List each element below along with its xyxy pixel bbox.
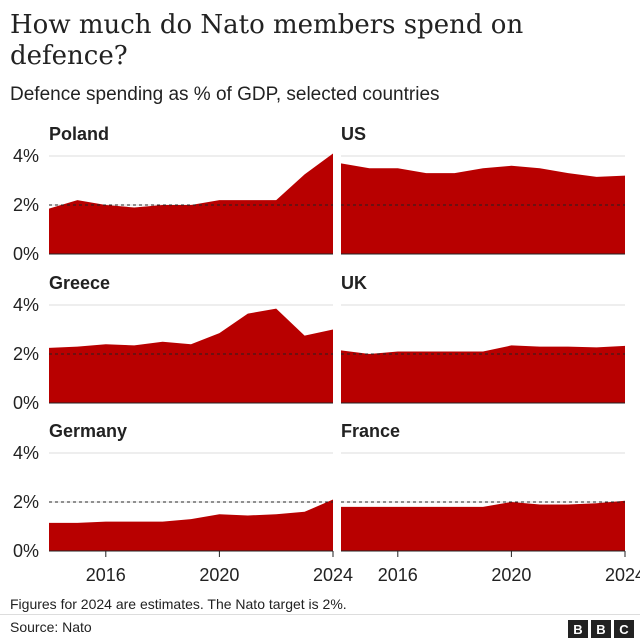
x-tick-label: 2020 — [199, 565, 239, 585]
small-multiples-chart: Poland 0% 2% 4% US Greece 0% 2% 4% UK Germany 0% 2% 4… — [13, 124, 640, 585]
footer-divider — [0, 614, 640, 615]
x-tick-label: 2024 — [605, 565, 640, 585]
area-uk — [341, 345, 625, 403]
y-tick-label: 0% — [13, 244, 39, 264]
y-tick-label: 4% — [13, 146, 39, 166]
y-tick-label: 4% — [13, 295, 39, 315]
panel-title-us: US — [341, 124, 366, 144]
bbc-logo: B B C — [568, 620, 634, 638]
chart-title: How much do Nato members spend on defenc… — [10, 10, 524, 71]
area-france — [341, 500, 625, 551]
y-tick-label: 4% — [13, 443, 39, 463]
panel-title-greece: Greece — [49, 273, 110, 293]
x-tick-label: 2016 — [378, 565, 418, 585]
panel-title-poland: Poland — [49, 124, 109, 144]
panel-title-germany: Germany — [49, 421, 127, 441]
y-tick-label: 2% — [13, 195, 39, 215]
logo-letter: C — [614, 620, 634, 638]
source-note: Source: Nato — [10, 619, 92, 635]
y-tick-label: 0% — [13, 541, 39, 561]
footnote: Figures for 2024 are estimates. The Nato… — [10, 596, 347, 612]
area-us — [341, 163, 625, 254]
x-tick-label: 2020 — [491, 565, 531, 585]
area-greece — [49, 308, 333, 403]
y-tick-label: 2% — [13, 344, 39, 364]
panel-title-france: France — [341, 421, 400, 441]
logo-letter: B — [591, 620, 611, 638]
logo-letter: B — [568, 620, 588, 638]
x-tick-label: 2016 — [86, 565, 126, 585]
y-tick-label: 2% — [13, 492, 39, 512]
panel-title-uk: UK — [341, 273, 367, 293]
y-tick-label: 0% — [13, 393, 39, 413]
area-germany — [49, 499, 333, 551]
area-poland — [49, 153, 333, 254]
chart-subtitle: Defence spending as % of GDP, selected c… — [10, 84, 440, 105]
x-tick-label: 2024 — [313, 565, 353, 585]
